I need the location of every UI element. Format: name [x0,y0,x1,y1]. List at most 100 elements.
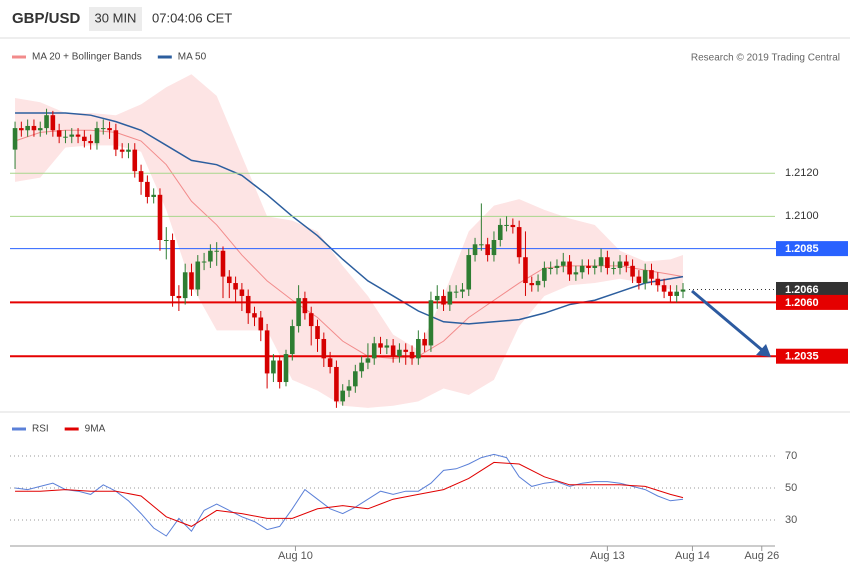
candle-body [680,289,686,292]
time: 07:04:06 CET [152,10,232,25]
candle-body [63,136,68,138]
candle-body [283,354,289,383]
candle-body [504,224,509,226]
candle-body [397,349,402,357]
rsi-line [15,461,684,527]
candle-body [642,270,648,284]
candle-body [82,136,87,142]
candle-body [567,261,572,275]
candle-body [668,291,673,296]
candle-body [151,194,156,197]
level-label: 1.2035 [785,351,819,363]
candle-body [649,270,654,279]
candle-body [378,343,383,348]
candle-body [327,358,333,367]
candle-body [485,244,490,256]
candle-body [623,261,629,266]
legend-label: RSI [32,424,49,435]
candle-body [428,300,434,346]
candle-body [359,362,364,372]
candle-body [510,224,516,228]
candle-body [605,257,610,268]
candle-body [252,313,257,318]
level-label: 1.2100 [785,210,819,222]
candle-body [176,295,182,299]
candle-body [138,171,144,182]
candle-body [598,257,604,266]
candle-body [315,326,320,339]
x-tick-label: Aug 10 [278,550,313,562]
timeframe: 30 MIN [95,10,137,25]
candle-body [466,255,472,290]
candle-body [365,358,371,363]
candle-body [371,343,377,359]
candle-body [201,261,207,263]
candle-body [119,149,125,152]
candle-body [12,128,18,150]
candle-body [69,134,75,137]
candle-body [516,227,522,258]
candle-body [661,285,667,292]
level-label: 1.2060 [785,297,819,309]
chart-title: GBP/USD [12,10,81,27]
level-box [776,281,848,297]
candle-body [296,298,301,327]
candle-body [441,295,446,305]
candle-body [630,265,635,277]
candle-body [447,291,453,305]
candle-body [239,289,245,296]
source: Research © 2019 Trading Central [691,53,840,64]
candle-body [258,317,264,331]
level-label: 1.2120 [785,167,819,179]
candle-body [542,267,547,281]
candle-body [220,250,226,277]
level-box [776,348,848,364]
candle-body [353,371,358,387]
level-label: 1.2066 [785,284,819,296]
candle-body [491,240,497,256]
candle-body [277,360,283,383]
candle-body [422,338,427,346]
bollinger-band [15,74,684,408]
candle-body [25,125,30,131]
candle-body [100,128,106,130]
candle-body [19,128,24,131]
y-tick-label: 30 [785,514,797,526]
candle-body [208,250,213,262]
candle-body [416,338,421,359]
level-box [776,241,848,257]
candle-body [113,130,119,150]
candle-body [529,283,535,286]
legend-label: MA 20 + Bollinger Bands [32,52,142,63]
candle-body [636,276,642,284]
level-label: 1.2085 [785,243,819,255]
candle-body [390,345,396,357]
candle-body [44,115,49,129]
rsi-line [14,453,684,537]
candle-body [655,278,661,286]
candle-body [554,265,560,268]
candle-body [31,125,37,131]
candle-body [611,267,616,269]
candle-body [189,272,194,290]
legend-label: MA 50 [178,52,207,63]
candle-body [245,295,251,314]
candle-body [157,194,163,240]
candle-body [271,360,276,374]
candle-body [182,272,188,299]
x-tick-label: Aug 14 [675,550,710,562]
candle-body [384,345,390,348]
candle-body [302,298,308,314]
candle-body [56,130,62,137]
candle-body [334,366,339,402]
y-tick-label: 70 [785,450,797,462]
candle-body [497,224,503,240]
candle-body [586,265,591,268]
forecast-arrow [691,289,763,352]
candle-body [592,265,598,268]
level-box [776,294,848,310]
candle-body [226,276,232,284]
